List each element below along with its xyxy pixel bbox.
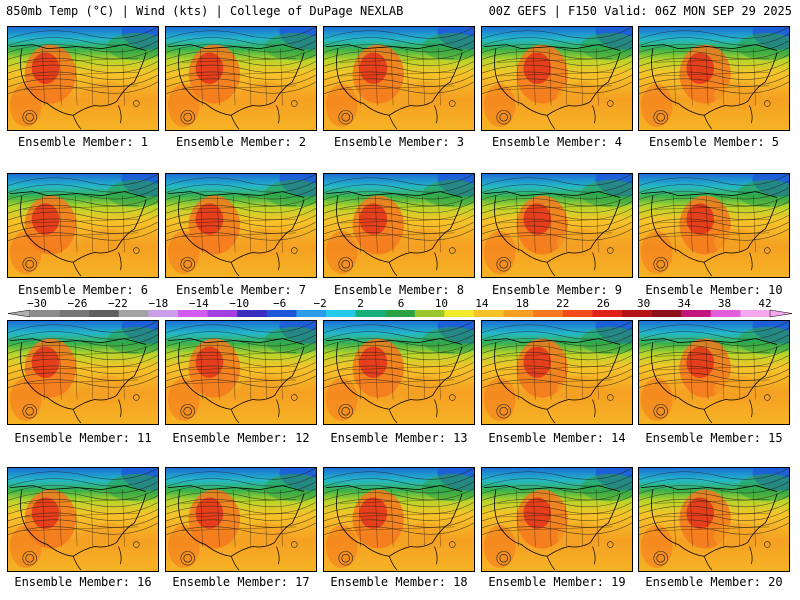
ensemble-member-label: Ensemble Member: 7: [175, 283, 307, 297]
ensemble-map-panel: [323, 467, 475, 572]
colorbar-segment: [503, 310, 534, 317]
model-run-info: 00Z GEFS | F150 Valid: 06Z MON SEP 29 20…: [488, 4, 792, 18]
ensemble-member-label: Ensemble Member: 11: [14, 431, 152, 445]
ensemble-map-panel: [481, 26, 633, 131]
colorbar-tick-label: −22: [108, 297, 128, 310]
ensemble-member-label: Ensemble Member: 2: [175, 135, 307, 149]
ensemble-member-label: Ensemble Member: 4: [491, 135, 623, 149]
ensemble-map-panel: [165, 320, 317, 425]
colorbar-min-arrow: [7, 309, 31, 318]
ensemble-member-label: Ensemble Member: 15: [645, 431, 783, 445]
colorbar-segment: [385, 310, 416, 317]
ensemble-map-panel: [323, 173, 475, 278]
ensemble-member-label: Ensemble Member: 1: [17, 135, 149, 149]
colorbar-tick-label: −14: [189, 297, 209, 310]
colorbar-segment: [474, 310, 504, 317]
colorbar-tick-label: 14: [475, 297, 489, 310]
colorbar-tick-label: −2: [313, 297, 326, 310]
ensemble-map-panel: [638, 467, 790, 572]
colorbar-segment: [178, 310, 208, 317]
ensemble-member-label: Ensemble Member: 20: [645, 575, 783, 589]
map-title: 850mb Temp (°C) | Wind (kts) | College o…: [6, 4, 404, 18]
colorbar-tick-label: 18: [516, 297, 529, 310]
colorbar-segment: [89, 310, 120, 317]
ensemble-map-panel: [165, 467, 317, 572]
ensemble-map-panel: [323, 26, 475, 131]
ensemble-map-panel: [7, 173, 159, 278]
colorbar-segment: [710, 310, 741, 317]
ensemble-member-label: Ensemble Member: 6: [17, 283, 149, 297]
colorbar-segment: [651, 310, 682, 317]
ensemble-member-label: Ensemble Member: 19: [488, 575, 626, 589]
ensemble-member-label: Ensemble Member: 12: [172, 431, 310, 445]
colorbar-tick-label: −6: [273, 297, 286, 310]
ensemble-member-label: Ensemble Member: 14: [488, 431, 626, 445]
ensemble-member-label: Ensemble Member: 13: [330, 431, 468, 445]
ensemble-map-panel: [481, 173, 633, 278]
colorbar-segment: [326, 310, 356, 317]
ensemble-member-label: Ensemble Member: 18: [330, 575, 468, 589]
colorbar-segment: [266, 310, 297, 317]
ensemble-map-panel: [7, 320, 159, 425]
colorbar-tick-label: −30: [27, 297, 47, 310]
colorbar-segment: [414, 310, 445, 317]
colorbar-segment: [592, 310, 623, 317]
colorbar-segment: [740, 310, 771, 317]
ensemble-map-panel: [7, 467, 159, 572]
colorbar-tick-label: −26: [68, 297, 88, 310]
colorbar-tick-label: 38: [718, 297, 731, 310]
colorbar-tick-label: −10: [229, 297, 249, 310]
ensemble-map-panel: [323, 320, 475, 425]
ensemble-map-panel: [481, 320, 633, 425]
colorbar-tick-label: 10: [435, 297, 448, 310]
ensemble-member-label: Ensemble Member: 5: [648, 135, 780, 149]
colorbar-segment: [444, 310, 475, 317]
colorbar-segment: [622, 310, 652, 317]
colorbar-tick-label: −18: [148, 297, 168, 310]
colorbar-tick-label: 30: [637, 297, 650, 310]
ensemble-map-panel: [165, 173, 317, 278]
ensemble-member-label: Ensemble Member: 8: [333, 283, 465, 297]
ensemble-member-label: Ensemble Member: 9: [491, 283, 623, 297]
colorbar-tick-label: 2: [357, 297, 364, 310]
ensemble-map-panel: [638, 26, 790, 131]
ensemble-map-panel: [638, 320, 790, 425]
colorbar-segment: [533, 310, 564, 317]
colorbar-tick-label: 42: [758, 297, 771, 310]
colorbar-segment: [355, 310, 386, 317]
colorbar-segment: [296, 310, 327, 317]
colorbar-tick-label: 34: [677, 297, 691, 310]
colorbar-tick-label: 6: [398, 297, 405, 310]
colorbar-segment: [681, 310, 712, 317]
temperature-colorbar: −30 −26 −22 −18 −14 −10 −6 −2 2 6 10 14 18 22 26 30 34 38…: [0, 297, 800, 321]
colorbar-tick-label: 22: [556, 297, 569, 310]
ensemble-member-label: Ensemble Member: 10: [645, 283, 783, 297]
ensemble-member-label: Ensemble Member: 17: [172, 575, 310, 589]
colorbar-segment: [59, 310, 90, 317]
colorbar-tick-label: 26: [597, 297, 610, 310]
ensemble-member-label: Ensemble Member: 3: [333, 135, 465, 149]
colorbar-segment: [562, 310, 593, 317]
colorbar-segment: [148, 310, 179, 317]
colorbar-segment: [30, 310, 60, 317]
ensemble-map-panel: [481, 467, 633, 572]
colorbar-segment: [207, 310, 238, 317]
colorbar-segment: [118, 310, 149, 317]
ensemble-map-panel: [638, 173, 790, 278]
ensemble-map-panel: [165, 26, 317, 131]
colorbar-max-arrow: [769, 309, 793, 318]
ensemble-map-panel: [7, 26, 159, 131]
ensemble-member-label: Ensemble Member: 16: [14, 575, 152, 589]
colorbar-segment: [237, 310, 268, 317]
